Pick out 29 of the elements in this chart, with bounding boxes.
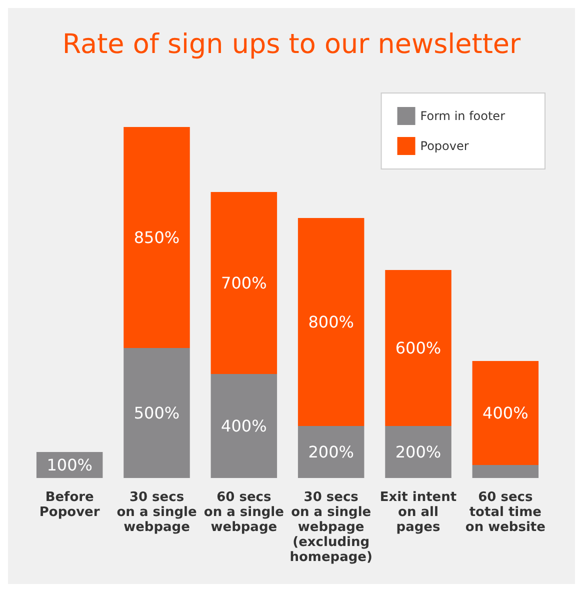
x-tick-label: 30 secs on a single webpage [116,490,197,535]
bar [210,192,278,374]
legend-label: Form in footer [420,109,506,123]
data-label: 500% [134,404,180,422]
data-label: 850% [134,228,180,247]
bar [472,361,539,465]
bar [385,270,452,426]
x-tick-label: 60 secs on a single webpage [204,490,284,535]
bar [210,374,278,478]
x-tick-label: 60 secs total time on website [465,490,546,535]
data-label: 100% [46,456,92,474]
data-label: 800% [308,312,354,332]
x-tick-label: Before Popover [39,490,100,520]
x-tick-label: 30 secs on a single webpage (excluding homepage) [290,490,372,565]
bar [124,348,190,478]
data-label: 700% [221,274,267,292]
data-label: 600% [395,338,442,358]
chart-title: Rate of sign ups to our newsletter [62,29,522,60]
data-label: 200% [308,442,354,462]
bar [472,465,539,478]
bar [298,218,364,426]
legend-label: Popover [420,139,469,153]
bar [124,127,190,348]
data-label: 400% [482,404,528,422]
data-label: 400% [221,416,267,436]
data-label: 200% [395,442,442,462]
bar [385,426,452,478]
bar [298,426,364,478]
x-tick-label: Exit intent on all pages [380,490,457,535]
